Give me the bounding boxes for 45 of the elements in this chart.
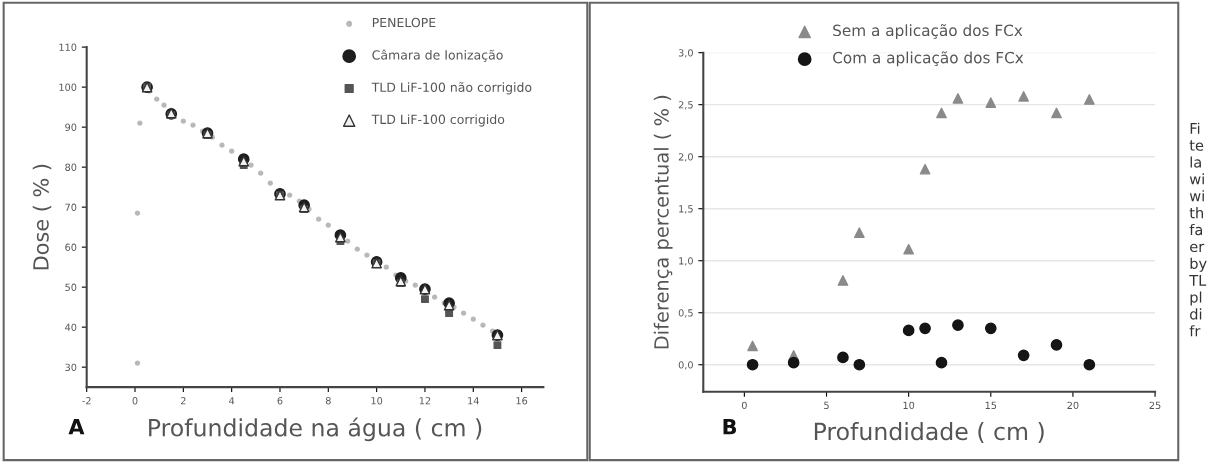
legend-label: PENELOPE [372,17,436,28]
y-tick-label: 30 [65,363,77,371]
x-tick-label: -2 [82,397,91,405]
x-tick-label: 0 [741,401,747,410]
x-tick-label: 25 [1149,401,1161,410]
y-tick-label: 0,0 [678,361,693,370]
text: Fi te la wi wi th fa er by TL pl di fr [1189,122,1207,337]
y-tick-label: 2,0 [678,153,693,162]
y-tick-label: 1,0 [679,257,693,266]
legend-label: Com a aplicação dos FCx [833,51,1024,67]
x-tick-label: 5 [824,401,829,410]
y-tick-label: 0,5 [678,309,693,318]
x-tick-label: 6 [277,397,283,405]
y-tick-label: 40 [65,323,77,331]
x-tick-label: 8 [325,397,331,405]
x-tick-label: 14 [468,397,479,405]
y-tick-label: 60 [65,243,77,251]
y-tick-label: 2,5 [678,101,693,110]
x-axis-title: Profundidade na água ( cm ) [149,417,482,442]
y-tick-label: 70 [65,203,77,211]
x-tick-label: 15 [985,401,997,410]
y-axis-title: Diferença percentual ( % ) [653,95,673,349]
legend-label: TLD LiF-100 não corrigido [371,82,532,95]
x-tick-label: 0 [132,397,138,405]
text: A [68,419,85,435]
text: B [723,419,737,435]
y-tick-label: 90 [65,123,77,131]
legend-label: TLD LiF-100 corrigido [371,114,505,127]
x-tick-label: 12 [419,397,431,405]
x-tick-label: 10 [371,397,383,405]
y-tick-label: 100 [59,83,77,91]
x-tick-label: 16 [516,397,528,405]
x-tick-label: 4 [229,397,235,405]
y-tick-label: 50 [65,283,77,291]
y-tick-label: 1,5 [679,205,693,214]
x-tick-label: 20 [1067,401,1079,410]
legend-label: Câmara de Ionização [372,49,503,62]
x-tick-label: 2 [180,397,186,405]
y-tick-label: 110 [59,43,77,51]
y-axis-title: Dose ( % ) [32,164,52,270]
y-tick-label: 3,0 [678,49,693,58]
x-axis-title: Profundidade ( cm ) [814,422,1044,444]
x-tick-label: 10 [903,401,915,410]
y-tick-label: 80 [65,163,77,171]
legend-label: Sem a aplicação dos FCx [833,24,1023,40]
